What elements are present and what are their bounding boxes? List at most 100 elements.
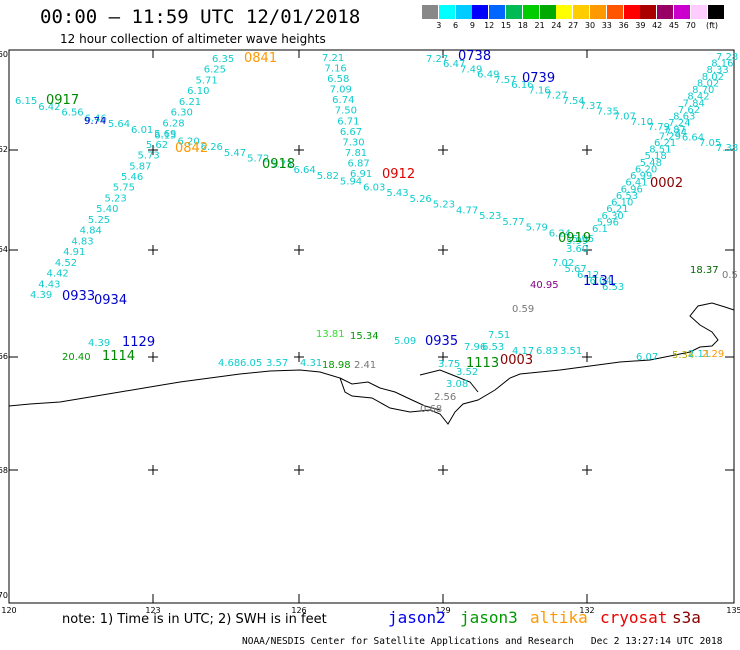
wave-reading: 6.87 xyxy=(347,158,369,169)
satellite-s3a: s3a xyxy=(672,608,701,627)
wave-reading: 7.37 xyxy=(580,101,602,112)
wave-reading: 5.75 xyxy=(113,183,135,194)
wave-reading: 4.17 xyxy=(512,346,534,357)
pass-label: 1131 xyxy=(583,274,616,289)
coastline-inlet xyxy=(339,377,441,411)
wave-reading: 6.24 xyxy=(549,228,571,239)
wave-reading: 4.39 xyxy=(88,338,110,349)
wave-reading: 3.52 xyxy=(456,367,478,378)
wave-reading: 6.96 xyxy=(621,184,643,195)
pass-label: 0919 xyxy=(558,231,591,246)
wave-reading: 6.71 xyxy=(337,116,359,127)
wave-reading: 5.72 xyxy=(247,154,269,165)
legend-label: 15 xyxy=(500,21,512,30)
wave-reading: 6.46 xyxy=(85,113,107,124)
wave-reading: 5.23 xyxy=(104,193,126,204)
wave-reading: 3.60 xyxy=(566,244,588,255)
wave-reading: 6.53 xyxy=(482,342,504,353)
legend-units: (ft) xyxy=(706,21,719,30)
wave-reading: 8.02 xyxy=(697,78,719,89)
legend-label: 30 xyxy=(584,21,596,30)
map-frame xyxy=(8,49,735,604)
wave-reading: 6.21 xyxy=(654,138,676,149)
wave-reading: 7.27 xyxy=(545,91,567,102)
pass-label: 0841 xyxy=(244,51,277,66)
wave-reading: 6.21 xyxy=(606,204,628,215)
wave-reading: 5.62 xyxy=(146,140,168,151)
wave-reading: 7.57 xyxy=(494,75,516,86)
pass-label: 0918 xyxy=(262,157,295,172)
pass-labels: 0738 0739 0841 0842 0917 0918 0919 0912 0002 0003… xyxy=(46,49,683,371)
lat-label: -68 xyxy=(0,466,8,475)
lon-label: 120 xyxy=(1,606,16,615)
wave-reading: 13.81 xyxy=(316,329,345,340)
wave-reading: 5.87 xyxy=(129,161,151,172)
legend-label: 45 xyxy=(668,21,680,30)
wave-reading: 2.41 xyxy=(354,360,376,371)
legend-swatch xyxy=(590,5,606,19)
wave-reading: 8.16 xyxy=(711,59,733,70)
wave-reading: 4.39 xyxy=(30,290,52,301)
timestamp: Dec 2 13:27:14 UTC 2018 xyxy=(590,636,723,647)
lon-label: 126 xyxy=(291,606,306,615)
legend-swatch xyxy=(556,5,573,19)
wave-reading: 0.59 xyxy=(512,304,534,315)
legend-swatch xyxy=(506,5,522,19)
wave-reading: 7.79 xyxy=(648,122,670,133)
legend-label: 18 xyxy=(517,21,528,30)
legend-label: 21 xyxy=(534,21,545,30)
wave-reading: 5.40 xyxy=(96,204,118,215)
wave-reading: 7.05 xyxy=(699,138,721,149)
legend-label: 24 xyxy=(551,21,562,30)
wave-reading: 6.21 xyxy=(179,97,201,108)
wave-reading: 6.58 xyxy=(327,74,349,85)
wave-reading: 5.26 xyxy=(410,194,432,205)
satellite-jason3: jason3 xyxy=(460,608,518,627)
wave-reading: 8.02 xyxy=(702,72,724,83)
wave-reading: 7.27 xyxy=(426,54,448,65)
wave-reading: 4.77 xyxy=(456,205,478,216)
legend-label: 70 xyxy=(685,21,696,30)
wave-reading: 7.84 xyxy=(683,98,705,109)
lon-label: 135 xyxy=(726,606,740,615)
wave-reading: 5.96 xyxy=(597,217,619,228)
legend-label: 6 xyxy=(453,21,459,30)
wave-reading: 5.48 xyxy=(640,158,662,169)
legend-swatch xyxy=(438,5,455,19)
legend-swatch xyxy=(674,5,690,19)
graticule xyxy=(9,50,734,603)
wave-reading: 5.46 xyxy=(121,172,143,183)
grid-cross-marks xyxy=(148,145,592,475)
legend-label: 27 xyxy=(568,21,579,30)
legend-label: 42 xyxy=(652,21,663,30)
wave-reading: 7.09 xyxy=(330,85,352,96)
pass-label: 0912 xyxy=(382,167,415,182)
legend-swatch xyxy=(522,5,539,19)
wave-reading: 6.49 xyxy=(477,70,499,81)
legend-label: 9 xyxy=(469,21,475,30)
wave-reading: 2.56 xyxy=(434,392,456,403)
wave-reading: 5.82 xyxy=(317,171,339,182)
wave-reading: 5.73 xyxy=(138,151,160,162)
wave-reading: 6.64 xyxy=(682,133,704,144)
wave-reading: 7.16 xyxy=(325,64,347,75)
pass-label: 0933 xyxy=(62,289,95,304)
satellite-altika: altika xyxy=(530,608,588,627)
wave-reading: 8.42 xyxy=(687,92,709,103)
legend-swatch xyxy=(422,5,438,19)
wave-reading: 40.95 xyxy=(530,280,559,291)
wave-reading: 5.23 xyxy=(433,200,455,211)
wave-reading: 8.70 xyxy=(692,85,714,96)
pass-label: 0935 xyxy=(425,334,458,349)
pass-label: 0917 xyxy=(46,93,79,108)
wave-reading: 8.33 xyxy=(706,65,728,76)
page-subtitle: 12 hour collection of altimeter wave hei… xyxy=(60,32,326,46)
legend-label: 12 xyxy=(484,21,495,30)
wave-reading: 7.54 xyxy=(562,96,584,107)
wave-reading: 0.68 xyxy=(420,404,442,415)
wave-reading: 6.1 xyxy=(592,224,608,235)
wave-reading: 7.50 xyxy=(335,106,357,117)
footnote: note: 1) Time is in UTC; 2) SWH is in fe… xyxy=(62,612,327,627)
wave-reading: 6.91 xyxy=(350,169,372,180)
lon-label: 132 xyxy=(579,606,594,615)
